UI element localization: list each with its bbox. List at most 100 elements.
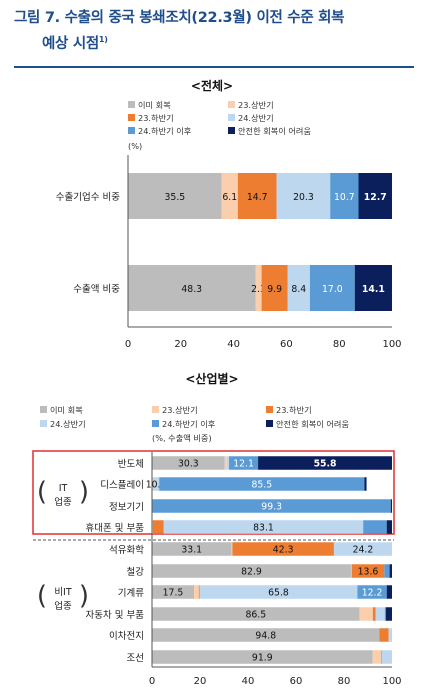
chart2-data-label: 86.5 xyxy=(245,610,266,621)
chart2-bar-segment xyxy=(199,585,358,599)
group-paren-open: ( xyxy=(37,581,47,611)
chart1-unit: (%) xyxy=(128,141,142,151)
chart1-bar-segment xyxy=(276,173,331,219)
it-group-label-sub: 업종 xyxy=(54,496,72,508)
chart2-bar-segment xyxy=(379,628,389,642)
chart2-unit: (%, 수출액 비중) xyxy=(152,433,212,443)
chart2-x-tick-label: 100 xyxy=(382,676,401,687)
chart1-x-tick-label: 100 xyxy=(382,339,401,350)
chart2-bar-segment xyxy=(152,628,380,642)
chart1-bar-segment xyxy=(287,265,310,311)
non-it-group-label: 비IT xyxy=(54,587,72,598)
chart2-category-label: 기계류 xyxy=(118,587,144,599)
chart2-category-label: 조선 xyxy=(127,653,144,664)
chart1-x-tick-label: 40 xyxy=(227,339,240,350)
chart2-x-tick-label: 0 xyxy=(149,676,155,687)
chart1-legend-text-4: 24.하반기 이후 xyxy=(138,126,192,136)
chart2-legend-text-5: 안전한 회복이 어려움 xyxy=(276,419,349,429)
chart2-x-tick-label: 80 xyxy=(338,676,351,687)
chart1-x-tick-label: 20 xyxy=(174,339,187,350)
chart2-data-label: 85.5 xyxy=(251,480,272,491)
chart2-category-label: 철강 xyxy=(127,567,145,578)
chart2-bar-segment xyxy=(152,456,225,470)
chart1-legend-text-1: 23.상반기 xyxy=(238,100,274,110)
chart2-bar-segment xyxy=(386,585,392,599)
chart2-bar-segment xyxy=(152,499,391,513)
chart2-data-label: 42.3 xyxy=(273,545,294,556)
non-it-group-label-sub: 업종 xyxy=(54,600,72,612)
chart2-bar-segment xyxy=(364,477,367,491)
chart2-bar-segment xyxy=(386,520,392,534)
chart1-x-tick-label: 60 xyxy=(280,339,293,350)
chart1-bar-segment xyxy=(309,265,355,311)
chart1-bar-segment xyxy=(255,265,262,311)
chart1-data-label: 14.7 xyxy=(247,192,268,203)
chart2-legend-text-4: 24.하반기 이후 xyxy=(162,419,216,429)
chart2-bar-segment xyxy=(163,520,364,534)
chart1-bar-segment xyxy=(221,173,238,219)
chart2-bar-segment xyxy=(152,542,232,556)
chart2-bar-segment xyxy=(152,607,360,621)
chart1-legend-swatch-2 xyxy=(128,114,135,121)
chart1-bar-segment xyxy=(237,173,277,219)
chart2-x-tick-label: 20 xyxy=(194,676,207,687)
chart2-legend-swatch-5 xyxy=(266,420,273,427)
chart2-data-label: 33.1 xyxy=(181,545,202,556)
chart2-bar-segment xyxy=(232,542,334,556)
chart2-data-label: 12.1 xyxy=(233,459,254,470)
chart1-bar-segment xyxy=(330,173,359,219)
group-paren-close: ) xyxy=(79,477,89,507)
chart1-legend-swatch-0 xyxy=(128,101,135,108)
chart2-category-label: 이차전지 xyxy=(109,630,144,642)
figure-title-line2-wrap: 예상 시점1) xyxy=(14,29,414,55)
chart2-data-label: 82.9 xyxy=(241,567,262,578)
chart1-data-label: 17.0 xyxy=(322,284,343,295)
chart1-x-tick-label: 0 xyxy=(125,339,131,350)
chart1-legend-swatch-1 xyxy=(228,101,235,108)
chart2-data-label: 10.4 xyxy=(146,480,167,491)
chart2-bar-segment xyxy=(381,650,392,664)
it-group-label: IT xyxy=(59,483,68,494)
chart2-bar-segment xyxy=(384,564,390,578)
chart2-legend-swatch-2 xyxy=(266,406,273,413)
chart1-data-label: 48.3 xyxy=(181,284,202,295)
chart1-bar-segment xyxy=(354,265,392,311)
chart2-category-label: 반도체 xyxy=(118,459,144,470)
chart1-legend-swatch-3 xyxy=(228,114,235,121)
chart2-bar-segment xyxy=(389,564,392,578)
chart2-data-label: 17.5 xyxy=(163,588,184,599)
chart1-data-label: 20.3 xyxy=(293,192,314,203)
chart2-data-label: 24.2 xyxy=(353,545,374,556)
chart2-x-tick-label: 60 xyxy=(290,676,303,687)
chart2-bar-segment xyxy=(152,477,160,491)
it-group-box xyxy=(32,450,395,535)
chart1-bar-segment xyxy=(128,265,256,311)
chart1-bar-segment xyxy=(261,265,288,311)
chart2-data-label: 13.6 xyxy=(358,567,379,578)
chart2-bar-segment xyxy=(350,564,352,578)
chart2-legend-text-2: 23.하반기 xyxy=(276,405,312,415)
chart2-bar-segment xyxy=(363,520,387,534)
chart2-bar-segment xyxy=(152,585,194,599)
group-paren-close: ) xyxy=(79,581,89,611)
chart2-x-tick-label: 40 xyxy=(242,676,255,687)
chart2-bar-segment xyxy=(386,607,392,621)
chart2-bar-segment xyxy=(375,607,385,621)
chart1-data-label: 8.4 xyxy=(291,284,306,295)
group-paren-open: ( xyxy=(37,477,47,507)
chart2-legend-swatch-0 xyxy=(40,406,47,413)
chart2-bar-segment xyxy=(258,456,392,470)
chart2-bar-segment xyxy=(152,650,373,664)
chart2-bar-segment xyxy=(229,456,259,470)
title-rule xyxy=(14,66,414,68)
chart1-data-label: 10.7 xyxy=(334,192,355,203)
chart2-bar-segment xyxy=(359,607,373,621)
chart1-bar-segment xyxy=(358,173,392,219)
chart2-bar-segment xyxy=(224,456,227,470)
chart2-bar-segment xyxy=(388,628,392,642)
figure-title: 그림 7. 수출의 중국 봉쇄조치(22.3월) 이전 수준 회복 예상 시점1… xyxy=(14,8,414,55)
chart1-data-label: 12.7 xyxy=(364,192,387,203)
chart2-title: <산업별> xyxy=(185,371,238,386)
chart2-legend-text-3: 24.상반기 xyxy=(50,419,86,429)
chart2-bar-segment xyxy=(152,564,351,578)
